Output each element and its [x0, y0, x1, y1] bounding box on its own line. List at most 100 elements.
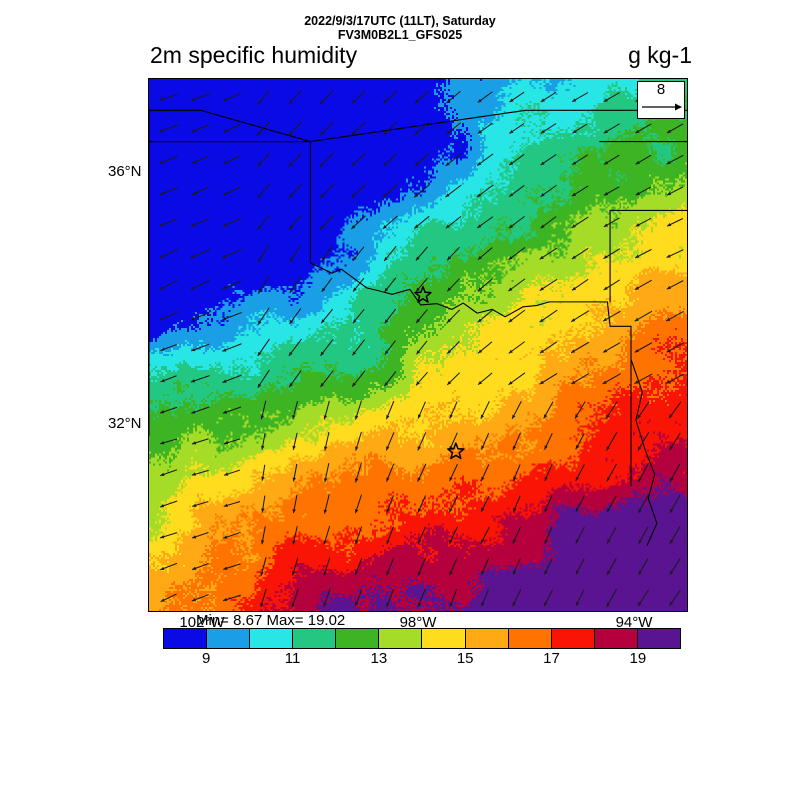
wind-vector	[386, 557, 395, 576]
wind-vector	[351, 370, 366, 387]
wind-vector	[638, 494, 649, 514]
wind-vector	[288, 183, 302, 199]
wind-vector	[288, 214, 302, 230]
wind-vector	[543, 401, 554, 419]
wind-vector	[320, 338, 334, 357]
colorbar-tick-13: 13	[370, 650, 388, 667]
wind-vector	[447, 341, 460, 355]
state-border-1	[200, 109, 311, 143]
wind-vector	[257, 275, 270, 294]
wind-vector	[354, 557, 363, 576]
wind-vector	[539, 247, 558, 260]
wind-vector	[572, 123, 588, 134]
wind-vector	[414, 121, 430, 136]
wind-vector	[257, 214, 271, 230]
wind-vector	[508, 215, 525, 229]
wind-vector	[477, 278, 493, 292]
wind-vector	[603, 279, 621, 291]
wind-vector	[323, 400, 330, 420]
wind-vector	[352, 339, 366, 356]
wind-vector	[416, 340, 428, 355]
wind-vector	[476, 153, 494, 166]
wind-vector	[669, 432, 681, 451]
wind-vector	[292, 494, 298, 514]
wind-vector	[540, 153, 557, 166]
wind-vector	[544, 526, 553, 544]
wind-vector	[575, 464, 585, 482]
colorbar-band-7	[465, 629, 509, 648]
wind-vector	[323, 557, 331, 576]
wind-vector	[634, 373, 653, 385]
wind-vector	[603, 154, 620, 165]
header-model-name: FV3M0B2L1_GFS025	[337, 28, 463, 42]
wind-vector	[384, 340, 396, 355]
wind-vector	[223, 501, 241, 508]
wind-vector	[446, 278, 461, 292]
wind-vector	[417, 401, 426, 419]
wind-vector	[323, 588, 331, 607]
wind-vector	[323, 432, 330, 451]
wind-vector	[319, 90, 334, 105]
wind-vector	[605, 401, 618, 419]
wind-vector	[223, 438, 241, 445]
wind-vector	[665, 310, 684, 322]
colorbar-tick-9: 9	[201, 650, 211, 667]
colorbar-swatches	[163, 628, 681, 649]
wind-vector	[666, 373, 684, 384]
wind-vector	[352, 308, 365, 324]
wind-vector	[257, 152, 271, 167]
wind-vector	[606, 588, 618, 608]
wind-vector	[448, 526, 459, 544]
wind-vector	[354, 526, 363, 545]
wind-vector	[223, 155, 241, 165]
wind-vector	[384, 308, 397, 324]
wind-vector	[385, 432, 395, 451]
wind-vector	[417, 526, 426, 544]
wind-vector	[508, 278, 526, 292]
wind-vector	[575, 495, 585, 513]
wind-vector	[287, 120, 303, 137]
wind-vector	[508, 341, 526, 354]
map-plot-area[interactable]: 8	[148, 78, 688, 612]
wind-vector	[384, 371, 397, 387]
wind-vector	[512, 558, 521, 575]
wind-vector	[666, 280, 684, 290]
wind-vector	[384, 277, 397, 293]
wind-vector	[222, 217, 241, 227]
wind-vector	[445, 215, 462, 229]
wind-vector	[192, 501, 209, 508]
wind-vector	[190, 375, 210, 383]
wind-vector	[539, 373, 558, 385]
wind-vector	[480, 558, 490, 576]
wind-vector	[351, 215, 366, 230]
wind-vector	[606, 526, 617, 544]
wind-vector	[260, 557, 267, 576]
wind-vector	[355, 431, 362, 451]
wind-vector	[449, 557, 458, 576]
wind-vector	[449, 464, 458, 482]
wind-vector	[540, 123, 557, 134]
wind-vector	[539, 309, 558, 323]
wind-vector	[159, 279, 179, 291]
wind-vector	[476, 184, 494, 198]
wind-vector	[385, 400, 395, 420]
colorbar-band-10	[594, 629, 638, 648]
wind-vector	[571, 247, 589, 260]
wind-vector	[666, 249, 684, 259]
wind-vector	[509, 123, 525, 134]
wind-vector	[191, 563, 209, 571]
colorbar-band-2	[250, 629, 294, 648]
colorbar[interactable]: 9 11 13 15 17 19	[163, 628, 681, 667]
lat-tick-32n: 32°N	[108, 414, 142, 432]
colorbar-tick-17: 17	[543, 650, 560, 667]
wind-vector	[512, 495, 521, 513]
wind-vector	[575, 558, 585, 575]
wind-vector	[292, 463, 298, 482]
wind-vector	[414, 90, 430, 104]
wind-reference-arrow-icon	[642, 103, 682, 111]
wind-vector	[477, 372, 493, 386]
colorbar-tick-15: 15	[456, 650, 474, 667]
wind-vector	[223, 186, 241, 196]
wind-vector	[512, 464, 521, 482]
wind-vector	[602, 342, 621, 353]
